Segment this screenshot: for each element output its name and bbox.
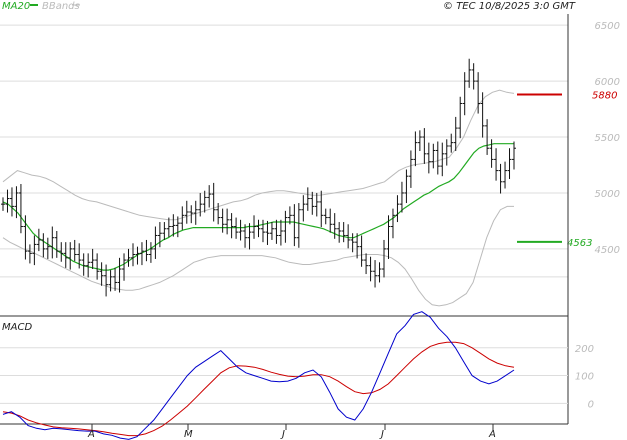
macd-label: MACD bbox=[2, 322, 32, 333]
x-tick-label: J bbox=[280, 429, 285, 440]
legend-ma20: MA20 bbox=[2, 1, 30, 12]
y-tick-label: 4500 bbox=[595, 245, 620, 256]
macd-tick-label: 100 bbox=[575, 372, 594, 383]
macd-tick-label: 0 bbox=[588, 399, 594, 410]
price-grid bbox=[0, 24, 568, 278]
macd-tick-label: 200 bbox=[575, 344, 594, 355]
y-tick-label: 6500 bbox=[595, 21, 620, 32]
price-bars bbox=[1, 58, 516, 297]
macd-lines bbox=[2, 311, 515, 440]
bband-lower-line bbox=[2, 205, 514, 307]
y-tick-label: 5000 bbox=[595, 189, 620, 200]
x-tick-label: M bbox=[184, 429, 193, 440]
macd-axis: 0 100 200 bbox=[575, 344, 594, 411]
x-tick-label: A bbox=[87, 429, 95, 440]
resistance-label: 5880 bbox=[592, 91, 617, 102]
price-axis: 4500 5000 5500 6000 6500 bbox=[595, 21, 620, 256]
legend-bbands: BBands bbox=[42, 1, 80, 12]
support-label: 4563 bbox=[567, 238, 592, 249]
signal-line bbox=[2, 341, 515, 437]
copyright-text: © TEC 10/8/2025 3:0 GMT bbox=[443, 1, 576, 12]
price-levels: 5880 4563 bbox=[517, 91, 617, 249]
x-tick-label: A bbox=[488, 429, 496, 440]
macd-line bbox=[2, 311, 515, 440]
x-tick-label: J bbox=[379, 429, 384, 440]
bollinger-bands bbox=[2, 89, 515, 307]
y-tick-label: 5500 bbox=[595, 133, 620, 144]
y-tick-label: 6000 bbox=[595, 77, 620, 88]
